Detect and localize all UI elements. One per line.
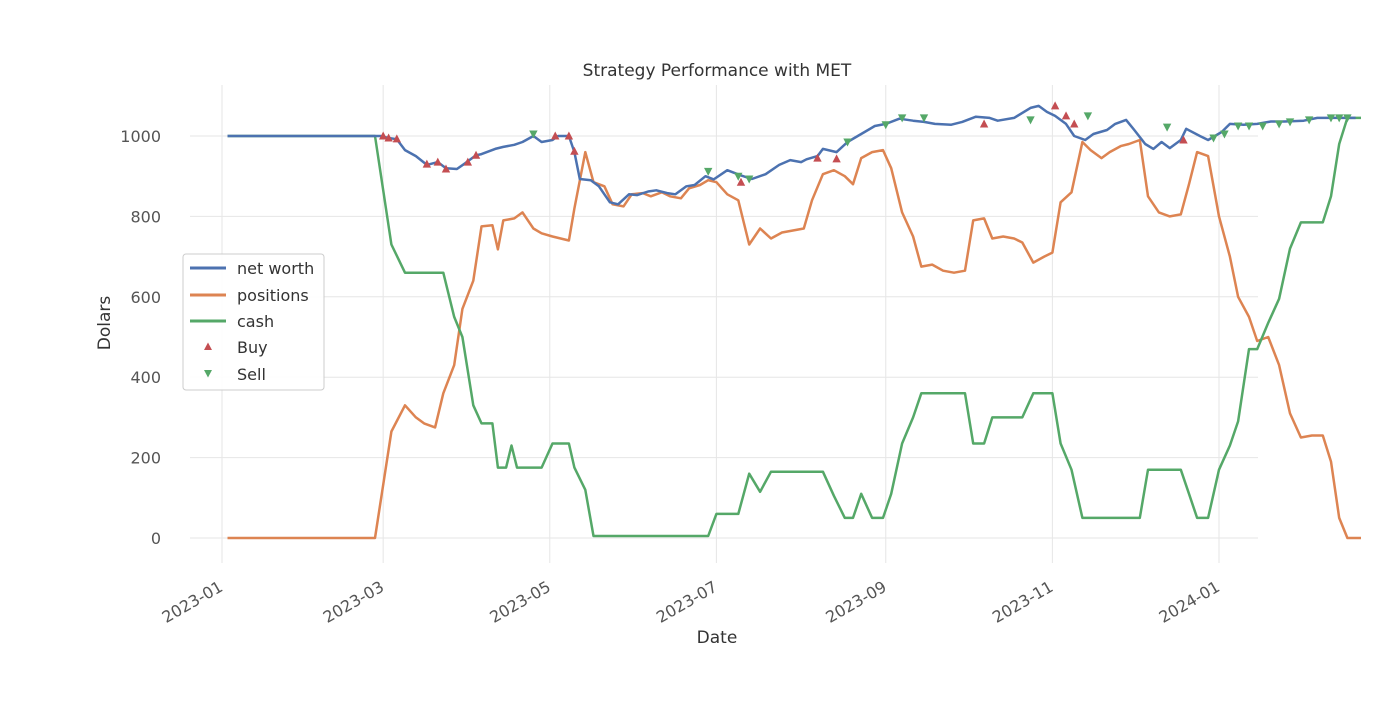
- chart-title: Strategy Performance with MET: [583, 61, 852, 81]
- sell-marker: [1162, 123, 1172, 132]
- legend-label-sell: Sell: [237, 365, 266, 384]
- sell-marker: [1304, 116, 1314, 125]
- sell-marker: [704, 167, 713, 176]
- series-line-cash: [227, 116, 1361, 538]
- buy-marker: [1179, 135, 1188, 144]
- buy-marker: [378, 131, 388, 140]
- buy-marker: [832, 154, 841, 163]
- legend-swatch-sell: [204, 370, 212, 378]
- buy-marker: [813, 153, 822, 162]
- sell-marker: [1326, 114, 1336, 123]
- sell-marker: [881, 121, 890, 130]
- legend-label-positions: positions: [237, 286, 309, 305]
- marker-layer: [378, 101, 1352, 186]
- buy-marker: [422, 159, 432, 168]
- legend: net worth positions cash Buy Sell: [182, 253, 325, 391]
- buy-marker: [570, 146, 579, 155]
- sell-marker: [843, 138, 852, 147]
- sell-marker: [1334, 114, 1344, 123]
- sell-marker: [744, 175, 754, 184]
- sell-marker: [1274, 120, 1284, 129]
- buy-marker: [441, 164, 451, 173]
- buy-marker: [1061, 111, 1071, 120]
- sell-marker: [897, 114, 907, 123]
- sell-marker: [1244, 122, 1254, 131]
- buy-marker: [1070, 119, 1079, 128]
- x-axis-title: Date: [697, 628, 738, 648]
- y-tick-label: 0: [151, 529, 161, 548]
- sell-marker: [1209, 134, 1218, 143]
- buy-marker: [384, 133, 393, 142]
- y-tick-label: 600: [130, 288, 161, 307]
- sell-marker: [919, 114, 929, 123]
- sell-marker: [1026, 116, 1035, 125]
- buy-marker: [1050, 101, 1060, 110]
- legend-label-net-worth: net worth: [237, 259, 314, 278]
- buy-marker: [736, 177, 746, 186]
- buy-marker: [463, 157, 473, 166]
- sell-marker: [1233, 122, 1243, 131]
- y-tick-label: 200: [130, 449, 161, 468]
- y-tick-label: 400: [130, 368, 161, 387]
- sell-marker: [734, 172, 743, 181]
- y-tick-label: 1000: [120, 127, 161, 146]
- sell-marker: [1083, 112, 1093, 121]
- buy-marker: [979, 119, 989, 128]
- y-tick-label: 800: [130, 207, 161, 226]
- series-line-positions: [227, 138, 1361, 540]
- sell-marker: [529, 130, 538, 139]
- buy-marker: [564, 131, 574, 140]
- legend-label-cash: cash: [237, 312, 274, 331]
- buy-marker: [392, 134, 402, 143]
- sell-marker: [1343, 114, 1352, 123]
- legend-label-buy: Buy: [237, 338, 268, 357]
- grid-layer: [190, 85, 1258, 563]
- sell-marker: [1285, 118, 1295, 127]
- buy-marker: [471, 150, 481, 159]
- sell-marker: [1258, 122, 1267, 131]
- buy-marker: [433, 157, 442, 166]
- sell-marker: [1220, 130, 1229, 139]
- legend-frame: [182, 253, 325, 391]
- buy-marker: [551, 131, 560, 140]
- legend-swatch-buy: [204, 342, 212, 350]
- y-axis-title: Dolars: [95, 296, 115, 351]
